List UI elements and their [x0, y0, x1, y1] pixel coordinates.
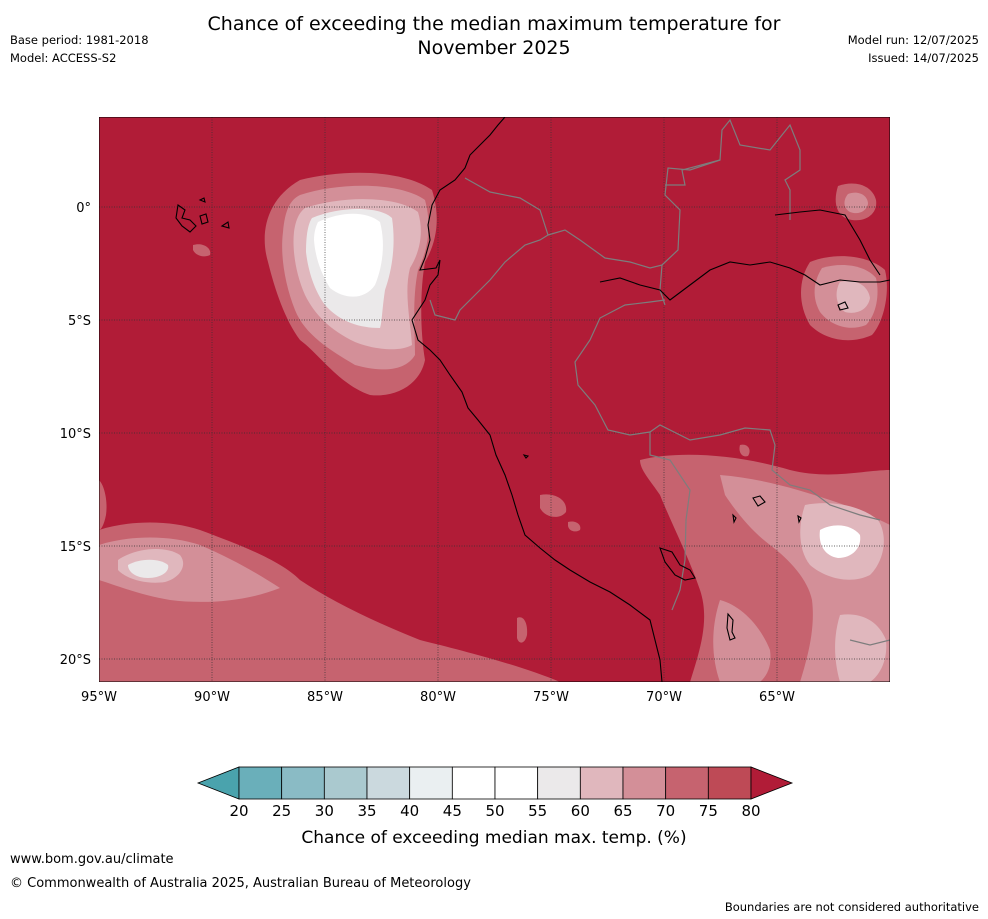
model-text: Model: ACCESS-S2: [10, 51, 117, 65]
lon-label: 75°W: [533, 690, 569, 705]
lat-label: 0°: [76, 201, 91, 216]
country-borders: [429, 118, 890, 646]
lon-label: 95°W: [81, 690, 117, 705]
colorbar-tick-label: 75: [699, 802, 718, 820]
colorbar-tick-label: 60: [571, 802, 590, 820]
colorbar-tick-labels: 20 25 30 35 40 45 50 55 60 65 70 75 80: [229, 802, 760, 820]
colorbar-tick-label: 50: [485, 802, 504, 820]
colorbar-cell: [366, 766, 411, 800]
issued-text: Issued: 14/07/2025: [868, 51, 979, 65]
footer-note: Boundaries are not considered authoritat…: [724, 900, 979, 914]
map-title: Chance of exceeding the median maximum t…: [0, 12, 988, 60]
colorbar-tick-label: 80: [741, 802, 760, 820]
latitude-labels: 0° 5°S 10°S 15°S 20°S: [60, 201, 91, 668]
coastlines: [175, 117, 890, 682]
anomaly-region-southwest: [99, 480, 560, 682]
graticule: [99, 117, 890, 682]
colorbar-cell: [409, 766, 453, 800]
colorbar-cells: [196, 766, 794, 800]
model-run-text: Model run: 12/07/2025: [847, 33, 979, 47]
footer-copyright: © Commonwealth of Australia 2025, Austra…: [10, 876, 471, 891]
lon-label: 70°W: [646, 690, 682, 705]
longitude-labels: 95°W 90°W 85°W 80°W 75°W 70°W 65°W: [81, 690, 795, 705]
colorbar-cell: [537, 766, 581, 800]
lon-label: 80°W: [420, 690, 456, 705]
lat-label: 10°S: [60, 427, 91, 442]
meta-left: Base period: 1981-2018 Model: ACCESS-S2: [10, 31, 149, 67]
anomaly-small-blobs: [193, 244, 750, 643]
colorbar-cell: [238, 766, 283, 800]
colorbar-cell: [281, 766, 325, 800]
colorbar-extend-low: [196, 766, 240, 800]
colorbar-title: Chance of exceeding median max. temp. (%…: [301, 828, 686, 848]
colorbar-tick-label: 25: [272, 802, 291, 820]
footer-url: www.bom.gov.au/climate: [10, 852, 174, 867]
anomaly-region-southeast: [640, 454, 890, 682]
colorbar-tick-label: 65: [613, 802, 632, 820]
colorbar-cell: [622, 766, 667, 800]
colorbar-extend-high: [750, 766, 794, 800]
lat-label: 5°S: [68, 314, 91, 329]
colorbar-tick-label: 40: [400, 802, 419, 820]
colorbar-cell: [665, 766, 709, 800]
anomaly-blob-ecuador: [264, 172, 437, 396]
colorbar-tick-label: 35: [357, 802, 376, 820]
colorbar-tick-label: 30: [315, 802, 334, 820]
colorbar-tick-label: 55: [528, 802, 547, 820]
title-line-1: Chance of exceeding the median maximum t…: [207, 13, 781, 35]
map-panel: [99, 117, 890, 682]
base-period-text: Base period: 1981-2018: [10, 33, 149, 47]
anomaly-region-northeast: [801, 183, 887, 341]
title-line-2: November 2025: [417, 37, 571, 59]
colorbar-tick-label: 70: [656, 802, 675, 820]
meta-right: Model run: 12/07/2025 Issued: 14/07/2025: [848, 31, 979, 67]
colorbar-cell: [494, 766, 539, 800]
colorbar-cell: [579, 766, 624, 800]
lon-label: 90°W: [194, 690, 230, 705]
colorbar-cell: [451, 766, 496, 800]
lon-label: 65°W: [759, 690, 795, 705]
colorbar-tick-label: 20: [229, 802, 248, 820]
colorbar-tick-label: 45: [443, 802, 462, 820]
colorbar-cell: [707, 766, 752, 800]
lon-label: 85°W: [307, 690, 343, 705]
colorbar: 20 25 30 35 40 45 50 55 60 65 70 75 80 Chance of exc…: [196, 766, 794, 848]
lat-label: 20°S: [60, 653, 91, 668]
lat-label: 15°S: [60, 540, 91, 555]
colorbar-cell: [323, 766, 368, 800]
